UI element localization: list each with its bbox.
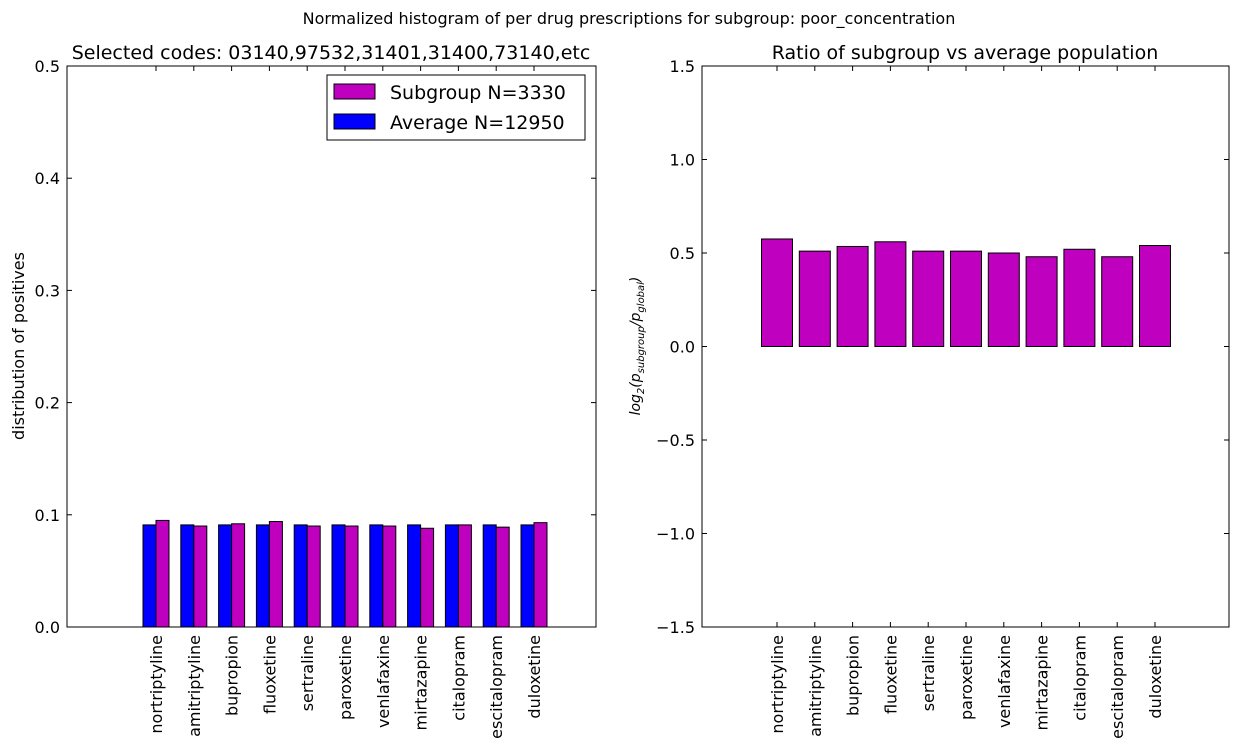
- right-xtick-label: venlafaxine: [995, 635, 1014, 728]
- right-bar-ratio: [874, 241, 907, 347]
- left-bar-subgroup: [457, 524, 472, 628]
- left-bar-average: [142, 524, 157, 628]
- left-xtick-label: nortriptyline: [147, 635, 166, 734]
- legend-swatch-subgroup: [333, 83, 376, 100]
- left-bar-average: [331, 524, 346, 628]
- right-xtick-label: mirtazapine: [1033, 635, 1052, 730]
- svg-text:log2(psubgroup/pglobal): log2(psubgroup/pglobal): [628, 277, 647, 416]
- right-bar-ratio: [1139, 245, 1171, 348]
- left-bar-subgroup: [306, 525, 321, 628]
- left-bar-average: [482, 524, 497, 628]
- left-xtick-label: amitriptyline: [185, 635, 204, 737]
- left-bar-average: [255, 524, 270, 628]
- right-bar-ratio: [761, 238, 793, 348]
- left-xtick-label: paroxetine: [336, 635, 355, 720]
- left-ytick-label: 0.1: [35, 506, 60, 525]
- right-bar-ratio: [1101, 256, 1134, 347]
- left-bar-average: [293, 524, 308, 628]
- left-bar-average: [407, 524, 422, 628]
- right-plot-area: −1.5 −1.0 −0.5 0.0 0.5 1.0 1.5 nortriptyline ami…: [656, 57, 1230, 739]
- left-xtick-label: citalopram: [449, 635, 468, 721]
- right-bar-ratio: [987, 252, 1020, 347]
- right-xtick-label: paroxetine: [957, 635, 976, 720]
- legend-swatch-average: [333, 113, 376, 130]
- left-bar-average: [180, 524, 195, 628]
- right-xtick-label: amitriptyline: [806, 635, 825, 737]
- left-xtick-label: duloxetine: [525, 635, 544, 719]
- left-bar-average: [369, 524, 384, 628]
- right-ytick-label: 1.5: [670, 57, 695, 76]
- right-axes-frame: [701, 65, 1230, 628]
- left-ytick-label: 0.0: [35, 618, 60, 637]
- left-xtick-label: escitalopram: [487, 635, 506, 739]
- left-bar-subgroup: [382, 525, 397, 628]
- left-bar-subgroup: [193, 525, 208, 628]
- left-bar-subgroup: [155, 519, 170, 628]
- legend-label-average: Average N=12950: [390, 112, 565, 134]
- left-chart-title: Selected codes: 03140,97532,31401,31400,…: [72, 42, 591, 64]
- left-ytick-label: 0.3: [35, 281, 60, 300]
- left-xtick-label: bupropion: [223, 635, 242, 716]
- left-bar-subgroup: [231, 523, 246, 628]
- left-bar-subgroup: [268, 521, 283, 628]
- right-bar-ratio: [912, 250, 945, 348]
- right-xtick-label: sertraline: [919, 635, 938, 711]
- right-ytick-label: −1.0: [656, 525, 695, 544]
- left-xtick-label: fluoxetine: [260, 635, 279, 714]
- left-bar-subgroup: [495, 526, 510, 628]
- left-chart-panel: Selected codes: 03140,97532,31401,31400,…: [9, 42, 597, 739]
- right-xtick-label: citalopram: [1070, 635, 1089, 721]
- left-xtick-label: venlafaxine: [374, 635, 393, 728]
- right-chart-panel: Ratio of subgroup vs average population …: [628, 42, 1230, 739]
- right-bar-ratio: [950, 250, 982, 348]
- right-bar-ratio: [798, 250, 831, 348]
- right-xtick-label: escitalopram: [1108, 635, 1127, 739]
- right-ytick-label: 1.0: [670, 151, 695, 170]
- right-xtick-label: duloxetine: [1146, 635, 1165, 719]
- left-y-axis-label: distribution of positives: [9, 252, 28, 440]
- right-bar-ratio: [836, 245, 869, 347]
- right-bar-ratio: [1063, 248, 1096, 347]
- right-ytick-label: 0.0: [670, 338, 695, 357]
- left-bar-average: [444, 524, 459, 628]
- figure-suptitle: Normalized histogram of per drug prescri…: [303, 9, 956, 29]
- right-xtick-label: bupropion: [844, 635, 863, 716]
- left-bar-average: [520, 524, 535, 628]
- right-ytick-label: −0.5: [656, 431, 695, 450]
- legend-label-subgroup: Subgroup N=3330: [390, 82, 566, 104]
- right-bar-ratio: [1025, 256, 1058, 347]
- left-bar-subgroup: [420, 527, 435, 628]
- right-ytick-label: −1.5: [656, 618, 695, 637]
- right-xtick-label: fluoxetine: [881, 635, 900, 714]
- left-bar-subgroup: [533, 522, 548, 628]
- left-bar-average: [218, 524, 233, 628]
- left-xtick-label: mirtazapine: [412, 635, 431, 730]
- right-ytick-label: 0.5: [670, 244, 695, 263]
- right-chart-title: Ratio of subgroup vs average population: [772, 42, 1159, 64]
- left-ytick-label: 0.5: [35, 57, 60, 76]
- left-bar-subgroup: [344, 525, 359, 628]
- left-ytick-label: 0.2: [35, 394, 60, 413]
- left-plot-area: 0.0 0.1 0.2 0.3 0.4 0.5 nortriptyline amitripty…: [35, 57, 597, 739]
- left-ytick-label: 0.4: [35, 169, 60, 188]
- right-xtick-label: nortriptyline: [768, 635, 787, 734]
- left-xtick-label: sertraline: [298, 635, 317, 711]
- left-legend: Subgroup N=3330 Average N=12950: [326, 74, 586, 141]
- left-axes-frame: [66, 65, 597, 628]
- right-y-axis-label: log2(psubgroup/pglobal): [628, 277, 647, 416]
